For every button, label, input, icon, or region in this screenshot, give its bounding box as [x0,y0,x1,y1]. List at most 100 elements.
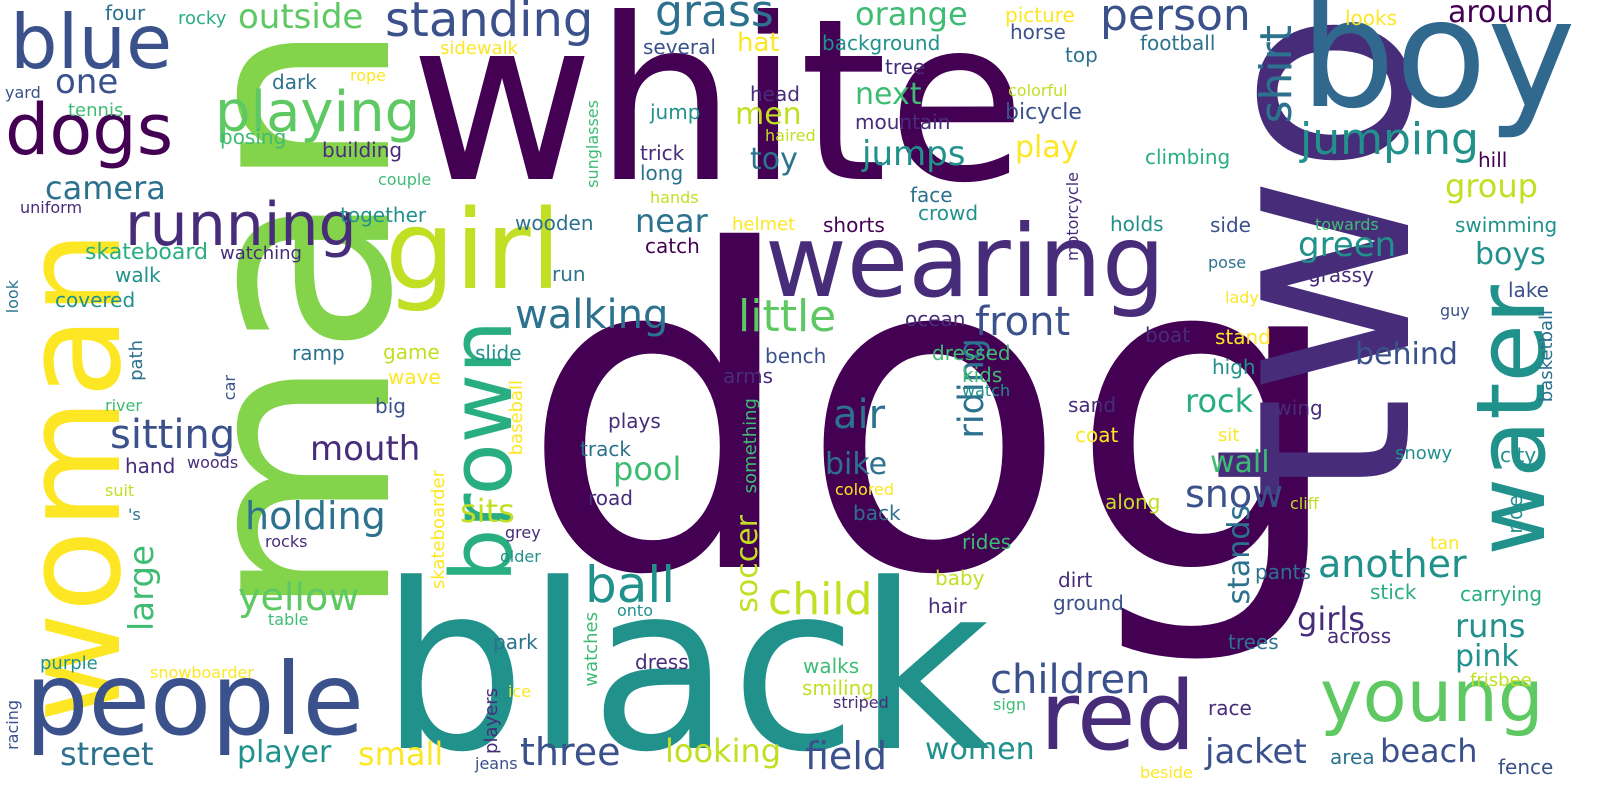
cloud-word: orange [855,0,968,33]
cloud-word: skateboarder [428,470,449,590]
cloud-word: wearing [765,203,1166,320]
cloud-word: looks [1345,6,1398,30]
cloud-word: air [833,392,886,438]
cloud-word: field [805,734,887,778]
cloud-word: head [750,82,800,106]
cloud-word: pants [1255,560,1311,584]
cloud-word: people [25,641,364,758]
cloud-word: watches [581,612,602,687]
cloud-word: sits [460,492,515,530]
cloud-word: watching [220,243,302,264]
cloud-word: black [380,536,991,800]
cloud-word: rides [962,530,1012,554]
cloud-word: men [735,97,802,132]
cloud-word: several [643,35,716,59]
cloud-word: camera [45,169,166,207]
cloud-word: run [552,262,586,286]
cloud-word: area [1330,745,1375,769]
cloud-word: another [1318,542,1467,586]
cloud-word: women [925,732,1035,767]
cloud-word: snow [1185,472,1284,516]
cloud-word: older [500,547,541,566]
cloud-word: large [122,545,162,632]
cloud-word: play [1015,130,1079,165]
cloud-word: walks [803,654,860,678]
cloud-word: horse [1010,20,1066,44]
cloud-word: ball [585,556,676,614]
cloud-word: wave [388,365,441,389]
cloud-word: football [1140,31,1216,55]
cloud-word: dark [272,70,317,94]
cloud-word: couple [378,170,432,189]
cloud-word: runs [1455,607,1526,645]
cloud-word: woods [187,453,239,472]
cloud-word: walking [515,292,669,338]
cloud-word: sign [993,695,1027,714]
cloud-word: city [1500,443,1537,467]
cloud-word: player [237,735,332,770]
cloud-word: colorful [1008,81,1068,100]
cloud-word: smiling [802,676,874,700]
cloud-word: street [60,735,154,773]
cloud-word: background [822,31,941,55]
cloud-word: haired [765,126,816,145]
cloud-word: ocean [905,307,966,331]
cloud-word: car [220,375,239,401]
cloud-word: fence [1498,755,1554,779]
cloud-word: suit [105,481,135,500]
cloud-word: around [1448,0,1554,30]
cloud-word: lake [1508,278,1549,302]
cloud-word: rocks [265,532,308,551]
cloud-word: rope [350,66,387,85]
cloud-word: children [990,657,1151,703]
cloud-word: looking [665,732,782,770]
cloud-word: snowy [1395,443,1453,464]
cloud-word: park [493,630,538,654]
cloud-word: sit [1218,425,1240,446]
cloud-word: lady [1225,288,1259,307]
cloud-word: side [1210,213,1251,237]
cloud-word: toy [750,142,798,177]
cloud-word: sitting [110,412,236,458]
cloud-word: little [738,291,837,342]
cloud-word: three [520,730,621,774]
cloud-word: hair [928,594,967,618]
cloud-word: bike [825,447,888,482]
cloud-word: trees [1228,630,1279,654]
cloud-word: small [358,735,444,773]
cloud-word: hands [650,188,699,207]
cloud-word: sidewalk [440,38,519,59]
cloud-word: helmet [732,214,796,235]
cloud-word: young [1320,654,1544,738]
cloud-word: pool [613,450,682,488]
cloud-word: skateboard [85,240,208,265]
cloud-word: yard [5,83,41,102]
cloud-word: big [375,394,406,418]
cloud-word: high [1212,355,1256,379]
cloud-word: boat [1145,323,1191,347]
cloud-word: crowd [918,201,979,225]
cloud-word: front [975,299,1071,345]
cloud-word: wall [1210,445,1270,480]
cloud-word: look [3,280,22,314]
cloud-word: racing [3,700,22,750]
cloud-word: rocky [178,8,227,29]
cloud-word: pink [1455,639,1519,674]
cloud-word: outside [238,0,364,37]
cloud-word: posing [220,125,287,149]
cloud-word: soccer [730,515,765,613]
cloud-word: dog [520,159,1348,671]
cloud-word: wooden [515,211,594,235]
cloud-word: bench [765,344,827,368]
cloud-word: swing [1265,396,1323,420]
cloud-word: track [580,437,631,461]
cloud-word: standing [385,0,594,48]
cloud-word: jeans [475,754,518,773]
cloud-word: watch [962,381,1011,400]
cloud-word: towards [1315,215,1379,234]
cloud-word: boy [1300,0,1576,142]
cloud-word: dress [635,650,689,674]
cloud-word: running [125,190,357,260]
cloud-word: sunglasses [583,100,602,188]
